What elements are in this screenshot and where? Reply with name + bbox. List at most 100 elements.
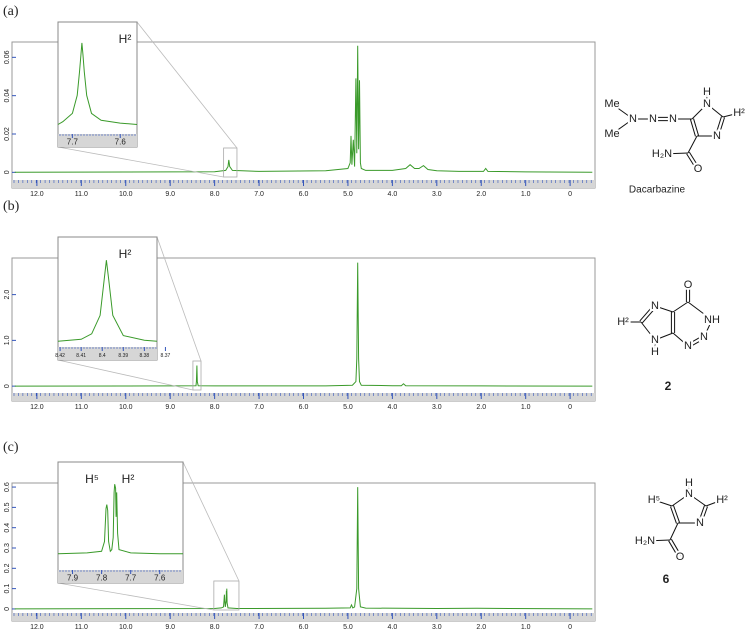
x-tick-label: 6.0	[299, 624, 309, 631]
x-tick-label: 12.0	[30, 624, 44, 631]
atom-label: N	[651, 300, 659, 312]
y-tick-label: 0.3	[4, 543, 11, 553]
panel: (b) 12.0 11.0 10.0 9.0 8.0 7.0 6.0 5.0 4.0 3.0 2.0 1…	[3, 199, 722, 411]
atom-label: Me	[604, 128, 619, 140]
inset-spectrum-line	[57, 260, 158, 342]
inset-spectrum-line	[57, 42, 138, 125]
atom-label: H²	[733, 107, 745, 119]
bond	[611, 103, 634, 120]
spectrum-line	[14, 487, 593, 610]
bond	[670, 538, 682, 557]
bond	[686, 335, 704, 346]
inset-x-tick-label: 8.39	[118, 353, 128, 359]
atom-label: O	[694, 163, 703, 175]
bond	[671, 493, 690, 507]
x-tick-label: 1.0	[521, 404, 531, 411]
bond	[639, 304, 655, 322]
y-tick-label: 0	[4, 170, 11, 174]
bond	[672, 301, 689, 313]
peak-label: H²	[119, 247, 132, 261]
x-tick-label: 10.0	[119, 404, 133, 411]
spectrum-line	[14, 262, 593, 387]
y-tick-label: 2.0	[4, 290, 11, 300]
inset-x-tick-label: 8.41	[76, 353, 86, 359]
x-tick-label: 10.0	[119, 191, 133, 198]
inset-frame	[57, 21, 138, 148]
bond	[689, 119, 696, 137]
x-tick-label: 6.0	[299, 404, 309, 411]
x-tick-label: 11.0	[75, 404, 88, 411]
zoom-region	[213, 580, 240, 611]
zoom-connector	[57, 582, 214, 611]
zoom-connector	[136, 21, 238, 149]
x-tick-label: 0	[568, 624, 572, 631]
bond	[653, 499, 673, 507]
atom-label: O	[684, 279, 693, 291]
atom-label: NH	[704, 314, 720, 326]
atom-label: H⁵	[648, 494, 661, 506]
inset-x-tick-label: 7.9	[67, 574, 79, 583]
peak-label: H²	[122, 472, 135, 486]
bond	[672, 332, 689, 347]
x-tick-label: 8.0	[210, 624, 220, 631]
y-tick-label: 0	[4, 384, 11, 388]
x-tick-label: 4.0	[388, 191, 398, 198]
atom-label: H₂N	[635, 535, 655, 547]
inset-spectrum-line	[57, 484, 183, 555]
atom-label: N	[651, 334, 659, 346]
x-tick-label: 9.0	[165, 191, 175, 198]
bond	[654, 305, 674, 313]
y-tick-label: 0	[4, 607, 11, 611]
bond	[688, 337, 706, 348]
inset-x-tick-label: 8.38	[139, 353, 149, 359]
inset-frame	[57, 236, 158, 361]
atom-label: N	[713, 130, 721, 142]
inset-x-tick-label: 8.37	[161, 353, 171, 359]
x-tick-label: 4.0	[388, 624, 398, 631]
inset-x-tick-label: 8.42	[55, 353, 65, 359]
zoom-region	[223, 147, 238, 178]
zoom-connector	[182, 461, 240, 582]
compound-name: Dacarbazine	[629, 185, 686, 196]
bond	[670, 506, 677, 524]
zoom-connector	[57, 359, 194, 391]
x-tick-label: 3.0	[432, 191, 442, 198]
bond	[687, 301, 713, 321]
x-tick-label: 6.0	[299, 191, 309, 198]
x-tick-label: 3.0	[432, 624, 442, 631]
inset-x-tick-label: 7.6	[154, 574, 166, 583]
y-tick-label: 0.06	[4, 50, 11, 64]
bond	[668, 540, 680, 559]
bond	[688, 151, 700, 169]
bond	[714, 116, 722, 136]
atom-label: N	[700, 331, 708, 343]
x-tick-label: 7.0	[254, 404, 264, 411]
peak-label: H²	[119, 32, 132, 46]
atom-label: H	[685, 477, 693, 489]
inset-frame	[57, 461, 184, 584]
atom-label: N	[703, 98, 711, 110]
inset-axis-strip	[58, 347, 157, 360]
bond	[611, 118, 634, 135]
x-tick-label: 1.0	[521, 191, 531, 198]
atom-label: H²	[617, 316, 629, 328]
panel: (c) 12.0 11.0 10.0 9.0 8.0 7.0 6.0 5.0 4.0 3.0 2.0 1…	[3, 440, 730, 631]
x-tick-label: 2.0	[476, 624, 486, 631]
x-tick-label: 11.0	[75, 624, 88, 631]
inset-x-tick-label: 7.6	[115, 138, 127, 147]
panel-label: (b)	[3, 199, 20, 214]
bond	[706, 103, 724, 118]
x-tick-label: 5.0	[343, 404, 353, 411]
x-tick-label: 4.0	[388, 404, 398, 411]
bond	[641, 306, 657, 324]
atom-label: H₂N	[652, 148, 672, 160]
x-tick-label: 3.0	[432, 404, 442, 411]
bond	[703, 319, 713, 338]
panel-label: (c)	[3, 440, 19, 455]
inset-x-tick-label: 7.7	[125, 574, 137, 583]
y-tick-label: 0.04	[4, 89, 11, 103]
compound-name: 2	[665, 379, 672, 393]
y-tick-label: 0.1	[4, 584, 11, 594]
x-tick-label: 9.0	[165, 404, 175, 411]
bond	[691, 103, 708, 120]
